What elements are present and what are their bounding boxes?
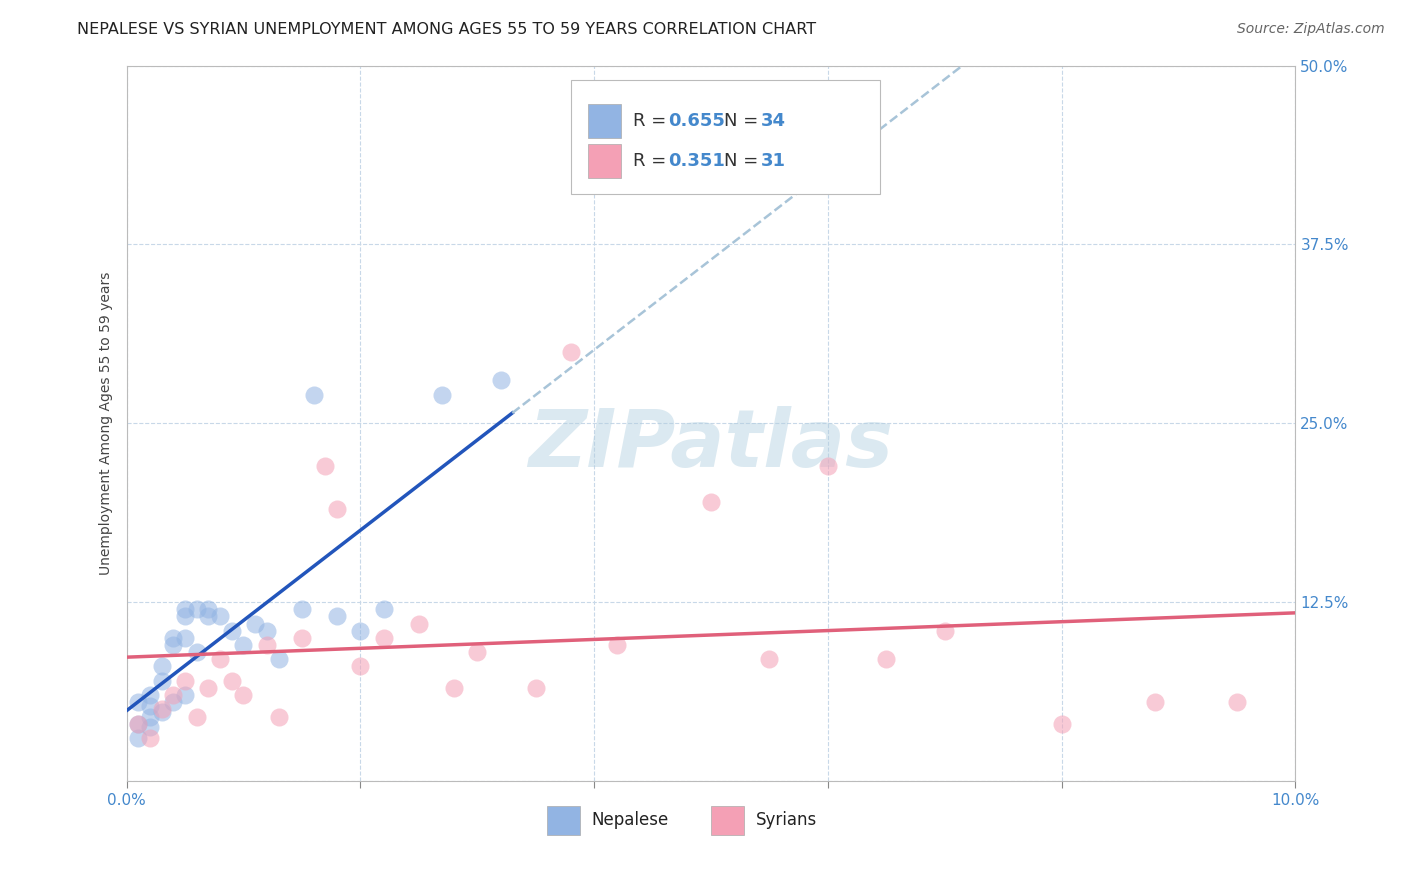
Point <box>291 631 314 645</box>
Point <box>700 495 723 509</box>
Point <box>1050 716 1073 731</box>
Text: ZIPatlas: ZIPatlas <box>529 406 893 483</box>
Point <box>524 681 547 695</box>
Bar <box>588 103 621 138</box>
Point <box>817 459 839 474</box>
Point <box>127 716 149 731</box>
Text: 31: 31 <box>761 152 786 169</box>
Point <box>560 344 582 359</box>
Point <box>162 631 184 645</box>
Text: Source: ZipAtlas.com: Source: ZipAtlas.com <box>1237 22 1385 37</box>
Point <box>174 673 197 688</box>
Point <box>1226 695 1249 709</box>
Text: Nepalese: Nepalese <box>592 811 669 830</box>
Point <box>349 659 371 673</box>
Point <box>314 459 336 474</box>
Point <box>150 673 173 688</box>
Point <box>489 373 512 387</box>
Point <box>606 638 628 652</box>
Bar <box>588 144 621 178</box>
Point <box>430 387 453 401</box>
Text: N =: N = <box>724 112 763 130</box>
Point <box>174 688 197 702</box>
Point <box>326 609 349 624</box>
Point <box>127 731 149 745</box>
Point <box>232 638 254 652</box>
Point <box>443 681 465 695</box>
Point <box>197 681 219 695</box>
Point <box>150 659 173 673</box>
Point <box>232 688 254 702</box>
Point <box>302 387 325 401</box>
Point <box>186 645 208 659</box>
Point <box>243 616 266 631</box>
Point <box>934 624 956 638</box>
Point <box>209 652 232 666</box>
Point <box>373 602 395 616</box>
Text: 0.351: 0.351 <box>668 152 724 169</box>
Point <box>162 638 184 652</box>
Point <box>139 699 162 714</box>
Point <box>875 652 897 666</box>
Y-axis label: Unemployment Among Ages 55 to 59 years: Unemployment Among Ages 55 to 59 years <box>100 271 114 575</box>
FancyBboxPatch shape <box>571 80 880 194</box>
Point <box>267 709 290 723</box>
Point <box>186 709 208 723</box>
Point <box>291 602 314 616</box>
Text: Syrians: Syrians <box>755 811 817 830</box>
Point <box>326 502 349 516</box>
Point <box>197 602 219 616</box>
Point <box>256 638 278 652</box>
Text: 34: 34 <box>761 112 786 130</box>
Bar <box>711 806 744 835</box>
Point <box>408 616 430 631</box>
Text: NEPALESE VS SYRIAN UNEMPLOYMENT AMONG AGES 55 TO 59 YEARS CORRELATION CHART: NEPALESE VS SYRIAN UNEMPLOYMENT AMONG AG… <box>77 22 817 37</box>
Point <box>127 716 149 731</box>
Point <box>209 609 232 624</box>
Point <box>221 673 243 688</box>
Point <box>186 602 208 616</box>
Point <box>139 719 162 733</box>
Point <box>373 631 395 645</box>
Point <box>139 709 162 723</box>
Point <box>162 695 184 709</box>
Text: N =: N = <box>724 152 763 169</box>
Point <box>174 602 197 616</box>
Point <box>139 688 162 702</box>
Point <box>197 609 219 624</box>
Point <box>127 695 149 709</box>
Point <box>1144 695 1167 709</box>
Text: 0.655: 0.655 <box>668 112 724 130</box>
Point <box>758 652 780 666</box>
Point <box>139 731 162 745</box>
Bar <box>547 806 581 835</box>
Point <box>465 645 488 659</box>
Text: R =: R = <box>633 112 672 130</box>
Point <box>267 652 290 666</box>
Point <box>256 624 278 638</box>
Point <box>162 688 184 702</box>
Point <box>174 631 197 645</box>
Point <box>349 624 371 638</box>
Point <box>150 705 173 719</box>
Point <box>221 624 243 638</box>
Point <box>150 702 173 716</box>
Text: R =: R = <box>633 152 672 169</box>
Point <box>174 609 197 624</box>
